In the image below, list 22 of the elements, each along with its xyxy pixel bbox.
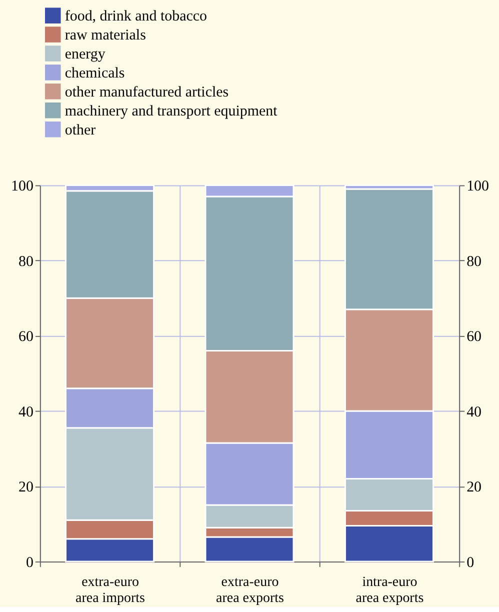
y2-tick-label: 40 [466,404,482,420]
legend-label: raw materials [64,28,146,44]
legend-label: other [64,122,96,138]
y2-tick-label: 0 [466,554,474,571]
y2-tick-label: 100 [466,178,490,195]
x-tick-label: extra-euro area imports [76,574,145,606]
y-tick-label: 20 [18,480,34,496]
legend-label: food, drink and tobacco [64,8,208,25]
x-tick-label: extra-euro area exports [216,574,284,606]
y2-tick-label: 80 [466,254,482,270]
y-tick-label: 0 [26,554,34,571]
legend-label: other manufactured articles [64,84,229,100]
y-tick-label: 80 [18,254,34,270]
legend-label: energy [64,46,106,62]
legend-label: chemicals [64,65,125,82]
y2-tick-label: 60 [466,329,482,346]
y-tick-label: 40 [18,404,34,420]
x-tick-label: intra-euro area exports [356,574,424,606]
legend-label: machinery and transport equipment [64,103,278,120]
y2-tick-label: 20 [466,480,482,496]
y-tick-label: 100 [10,178,34,195]
y-tick-label: 60 [18,329,34,346]
